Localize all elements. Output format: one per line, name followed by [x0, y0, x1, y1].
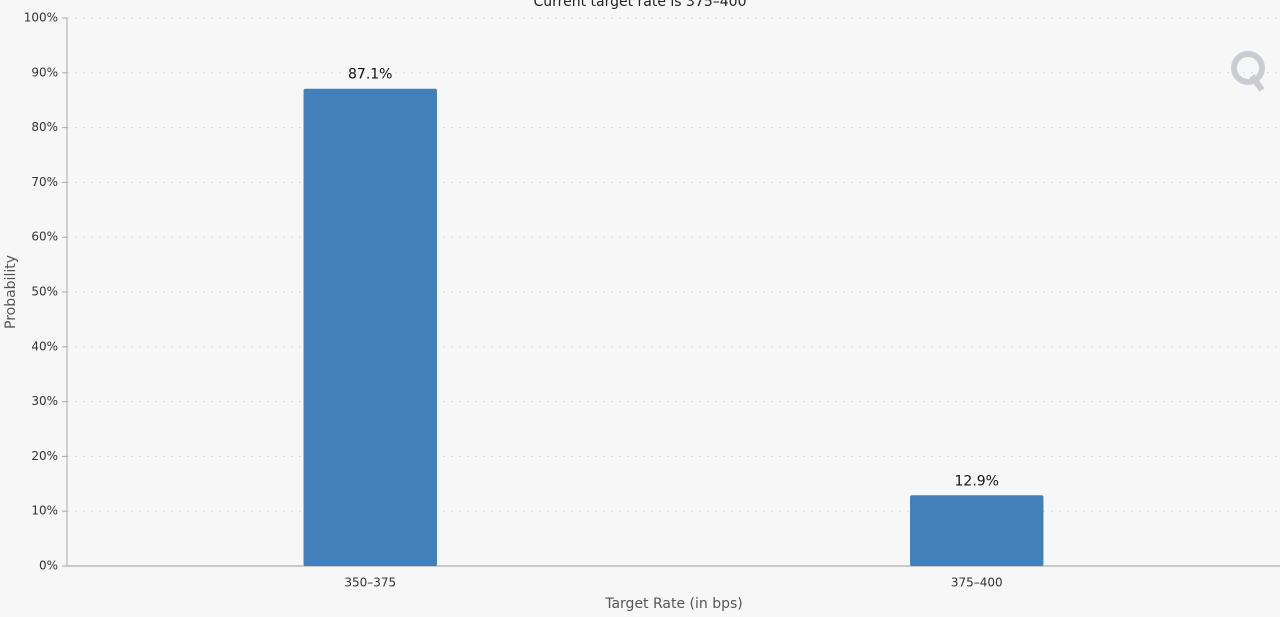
- x-tick-label: 375–400: [951, 576, 1003, 590]
- chart-title: Current target rate is 375–400: [533, 0, 746, 10]
- y-axis-title: Probability: [3, 255, 19, 329]
- y-tick-label: 20%: [31, 449, 58, 463]
- y-tick-label: 0%: [39, 559, 58, 573]
- y-tick-label: 10%: [31, 504, 58, 518]
- y-tick-label: 80%: [31, 120, 58, 134]
- y-tick-label: 90%: [31, 65, 58, 79]
- y-tick-label: 100%: [24, 11, 58, 25]
- y-tick-label: 50%: [31, 285, 58, 299]
- y-tick-label: 60%: [31, 230, 58, 244]
- y-tick-label: 40%: [31, 339, 58, 353]
- data-label: 87.1%: [348, 67, 392, 83]
- bar: [303, 88, 437, 566]
- y-tick-label: 70%: [31, 175, 58, 189]
- bar: [910, 495, 1044, 566]
- x-axis-title: Target Rate (in bps): [604, 596, 743, 612]
- y-tick-label: 30%: [31, 394, 58, 408]
- x-tick-label: 350–375: [344, 576, 396, 590]
- logo: [1231, 51, 1265, 92]
- data-label: 12.9%: [955, 473, 999, 489]
